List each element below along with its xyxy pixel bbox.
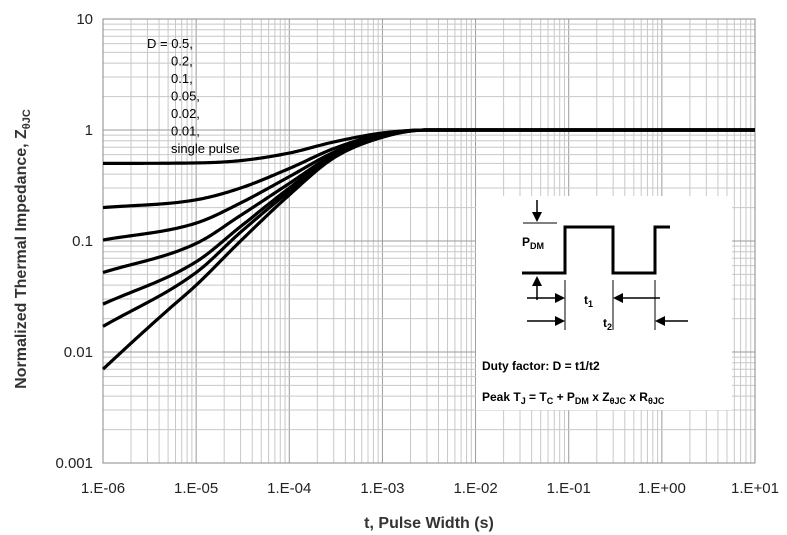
pdm-arrow-head: [532, 212, 542, 222]
y-axis-label-main: Normalized Thermal Impedance, Z: [13, 129, 30, 389]
x-tick-label: 1.E-02: [453, 480, 497, 497]
y-tick-label: 10: [76, 11, 93, 28]
x-tick-label: 1.E-01: [547, 480, 591, 497]
y-tick-label: 1: [85, 122, 93, 139]
y-tick-label: 0.001: [55, 455, 93, 472]
t2-arrow-right-head: [655, 316, 665, 326]
t1-arrow-left-head: [555, 293, 565, 303]
y-tick-label: 0.01: [64, 344, 93, 361]
t2-arrow-left-head: [555, 316, 565, 326]
t1-label: t1: [584, 293, 593, 309]
pdm-label: PDM: [522, 235, 544, 251]
legend-entry: 0.05,: [171, 89, 200, 104]
y-axis-label: Normalized Thermal Impedance, ZθJC: [13, 109, 33, 389]
series-line: [101, 128, 755, 371]
legend-entry: 0.01,: [171, 124, 200, 139]
legend: D = 0.5, 0.2, 0.1, 0.05, 0.02, 0.01, single pu…: [147, 36, 240, 156]
t1-arrow-right-head: [613, 293, 623, 303]
inset-diagram: PDM t1 t2 Duty factor: D = t1/t2 Peak TJ = T…: [476, 196, 732, 410]
plot-frame: [102, 18, 756, 464]
x-tick-label: 1.E-03: [360, 480, 404, 497]
x-tick-label: 1.E+00: [638, 480, 686, 497]
x-axis-label: t, Pulse Width (s): [364, 515, 494, 532]
legend-entry: single pulse: [171, 141, 240, 156]
y-axis-ticks: 0.001 0.01 0.1 1 10: [55, 11, 93, 472]
legend-entry: 0.02,: [171, 106, 200, 121]
x-tick-label: 1.E-05: [174, 480, 218, 497]
y-axis-label-sub: θJC: [21, 109, 33, 129]
t2-label: t2: [603, 316, 612, 332]
legend-entry: 0.2,: [171, 54, 193, 69]
pulse-waveform: [522, 225, 670, 275]
y-tick-label: 0.1: [72, 233, 93, 250]
x-tick-label: 1.E-06: [81, 480, 125, 497]
x-tick-label: 1.E+01: [731, 480, 779, 497]
peak-formula: Peak TJ = TC + PDM x ZθJC x RθJC: [482, 390, 665, 406]
legend-entry: D = 0.5,: [147, 36, 193, 51]
series-lines: [101, 128, 755, 371]
inset-background: [476, 196, 732, 410]
duty-factor-text: Duty factor: D = t1/t2: [482, 359, 600, 373]
legend-entry: 0.1,: [171, 71, 193, 86]
x-tick-label: 1.E-04: [267, 480, 311, 497]
x-axis-ticks: 1.E-06 1.E-05 1.E-04 1.E-03 1.E-02 1.E-01 1.E+…: [81, 480, 779, 497]
pdm-arrow-up-head: [532, 276, 542, 286]
